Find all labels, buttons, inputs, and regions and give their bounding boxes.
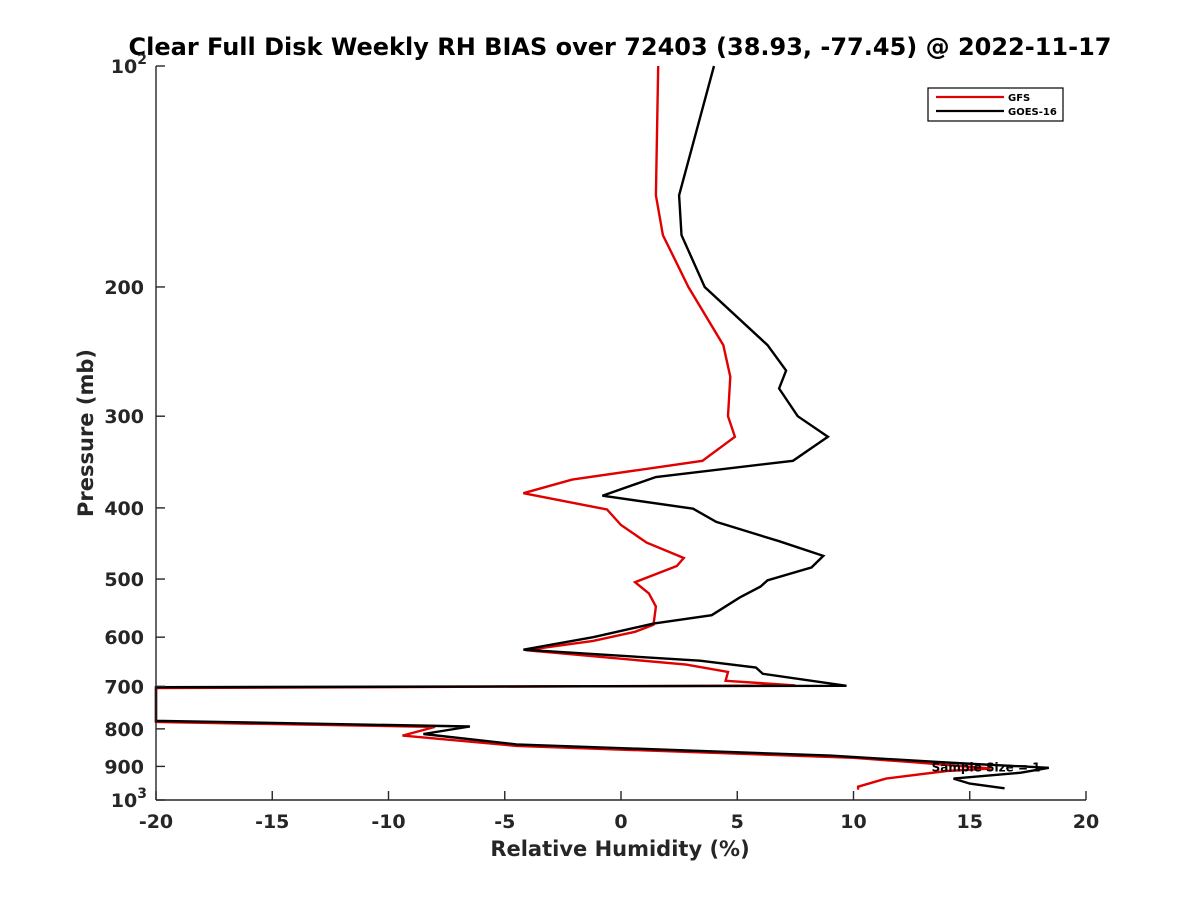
chart-title: Clear Full Disk Weekly RH BIAS over 7240… [129,33,1112,61]
legend-label-goes16: GOES-16 [1008,107,1057,118]
legend-box [927,87,1064,122]
y-tick-label: 103 [111,786,147,812]
x-tick-label: -5 [494,811,515,833]
x-tick-label: -10 [371,811,405,833]
y-tick-label: 600 [104,627,144,649]
legend: GFS GOES-16 [927,87,1064,122]
legend-label-gfs: GFS [1008,93,1030,104]
x-tick-label: -20 [139,811,173,833]
y-axis-ticks: 102 200 300 400 500 600 700 800 900 103 [104,52,165,812]
y-tick-label: 500 [104,569,144,591]
y-axis-label: Pressure (mb) [74,349,98,517]
x-tick-label: 20 [1073,811,1099,833]
y-tick-label: 200 [104,277,144,299]
axes [155,66,1086,801]
series-line-gfs [154,65,991,790]
x-axis-ticks: -20 -15 -10 -5 0 5 10 15 20 [139,791,1099,833]
sample-size-annotation: Sample Size = 1 [932,760,1041,774]
plot-lines [154,65,1050,790]
series-line-goes16 [154,65,1050,790]
x-tick-label: 5 [731,811,744,833]
y-tick-label: 102 [111,52,147,78]
x-tick-label: 0 [614,811,627,833]
x-tick-label: 10 [840,811,866,833]
y-tick-label: 700 [104,676,144,698]
y-tick-label: 900 [104,756,144,778]
y-tick-label: 800 [104,719,144,741]
x-tick-label: 15 [957,811,983,833]
x-tick-label: -15 [255,811,289,833]
x-axis-label: Relative Humidity (%) [490,837,749,861]
y-tick-label: 400 [104,498,144,520]
y-tick-label: 300 [104,406,144,428]
